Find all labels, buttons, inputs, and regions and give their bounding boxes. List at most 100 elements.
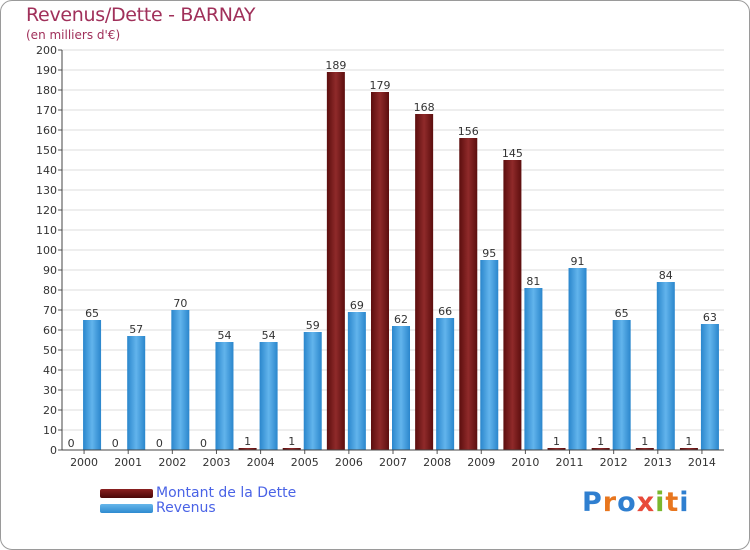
label-debt-2002: 0 [156,437,163,450]
axes [61,50,724,451]
legend-item-debt: Montant de la Dette [100,486,296,501]
data-labels: 0 65 0 57 0 70 0 54 1 54 1 59 189 69 179 62 168 66 156 95 14… [68,59,717,450]
label-revenue-2012: 65 [615,307,629,320]
y-tick-label: 80 [43,284,57,297]
label-revenue-2008: 66 [438,305,452,318]
y-tick-label: 30 [43,384,57,397]
bar-debt-2006 [326,72,345,450]
x-tick-label-2014: 2014 [688,456,716,469]
label-revenue-2000: 65 [85,307,99,320]
bar-debt-2014 [679,448,698,450]
bar-debt-2005 [282,448,301,450]
label-debt-2004: 1 [244,435,251,448]
label-revenue-2001: 57 [129,323,143,336]
y-tick-label: 60 [43,324,57,337]
label-debt-2001: 0 [112,437,119,450]
bar-revenue-2014 [700,324,719,450]
bar-revenue-2005 [303,332,322,450]
bar-debt-2010 [503,160,522,450]
x-tick-label-2013: 2013 [644,456,672,469]
y-tick-label: 130 [36,184,57,197]
label-revenue-2002: 70 [173,297,187,310]
bar-revenue-2004 [259,342,278,450]
bar-debt-2008 [415,114,434,450]
x-tick-label-2003: 2003 [202,456,230,469]
y-tick-label: 100 [36,244,57,257]
bar-revenue-2001 [127,336,146,450]
chart-title: Revenus/Dette - BARNAY [26,4,256,26]
bar-debt-2004 [238,448,257,450]
x-tick-label-2005: 2005 [291,456,319,469]
y-tick-label: 110 [36,224,57,237]
y-tick-label: 180 [36,84,57,97]
logo-letter: P [582,487,603,518]
x-tick-label-2008: 2008 [423,456,451,469]
x-tick-label-2002: 2002 [158,456,186,469]
x-tick-label-2006: 2006 [335,456,363,469]
x-tick-label-2000: 2000 [70,456,98,469]
bar-revenue-2008 [436,318,455,450]
y-tick-label: 150 [36,144,57,157]
label-debt-2009: 156 [458,125,479,138]
label-revenue-2007: 62 [394,313,408,326]
bar-revenue-2013 [656,282,675,450]
label-debt-2014: 1 [685,435,692,448]
y-tick-label: 40 [43,364,57,377]
bar-revenue-2007 [392,326,410,450]
legend-swatch-revenue [100,504,153,513]
bar-revenue-2012 [612,320,631,450]
x-tick-label-2009: 2009 [467,456,495,469]
x-tick-label-2001: 2001 [114,456,142,469]
label-revenue-2004: 54 [262,329,276,342]
y-tick-label: 200 [36,44,57,57]
label-revenue-2010: 81 [526,275,540,288]
bar-revenue-2006 [347,312,366,450]
label-debt-2011: 1 [553,435,560,448]
legend-label-debt: Montant de la Dette [156,485,297,501]
y-axis-ticks: 0 10 20 30 40 50 60 70 80 90 100 110 120 130 140 150 160… [36,44,62,457]
label-debt-2008: 168 [414,101,435,114]
y-tick-label: 90 [43,264,57,277]
bar-revenue-2000 [83,320,102,450]
bar-revenue-2002 [171,310,190,450]
bar-debt-2007 [371,92,389,450]
logo-letter: r [602,487,618,518]
x-axis-ticks: 2000 2001 2002 2003 2004 2005 2006 2007 2008 2009… [70,450,716,469]
bars [83,72,719,450]
x-tick-label-2011: 2011 [556,456,584,469]
label-revenue-2005: 59 [306,319,320,332]
label-debt-2010: 145 [502,147,523,160]
bar-debt-2011 [547,448,566,450]
bar-revenue-2010 [524,288,543,450]
bar-debt-2012 [591,448,610,450]
bar-revenue-2009 [480,260,499,450]
label-debt-2006: 189 [325,59,346,72]
y-tick-label: 10 [43,424,57,437]
bar-revenue-2003 [215,342,234,450]
label-debt-2007: 179 [370,79,391,92]
logo-letter: x [636,487,656,518]
logo-letter: t [665,487,680,518]
y-tick-label: 160 [36,124,57,137]
label-revenue-2014: 63 [703,311,717,324]
logo-letter: i [679,487,690,518]
label-revenue-2003: 54 [217,329,231,342]
y-tick-label: 70 [43,304,57,317]
logo-letter: o [617,487,637,518]
y-tick-label: 0 [50,444,57,457]
y-tick-label: 120 [36,204,57,217]
legend-label-revenue: Revenus [156,500,216,516]
label-debt-2005: 1 [288,435,295,448]
x-tick-label-2012: 2012 [600,456,628,469]
label-debt-2012: 1 [597,435,604,448]
y-tick-label: 170 [36,104,57,117]
chart-subtitle: (en milliers d'€) [26,28,121,42]
label-revenue-2011: 91 [571,255,585,268]
y-tick-label: 190 [36,64,57,77]
label-revenue-2006: 69 [350,299,364,312]
x-tick-label-2007: 2007 [379,456,407,469]
logo-letter: i [655,487,666,518]
x-tick-label-2010: 2010 [511,456,539,469]
proxiti-logo: Proxiti [582,487,690,518]
